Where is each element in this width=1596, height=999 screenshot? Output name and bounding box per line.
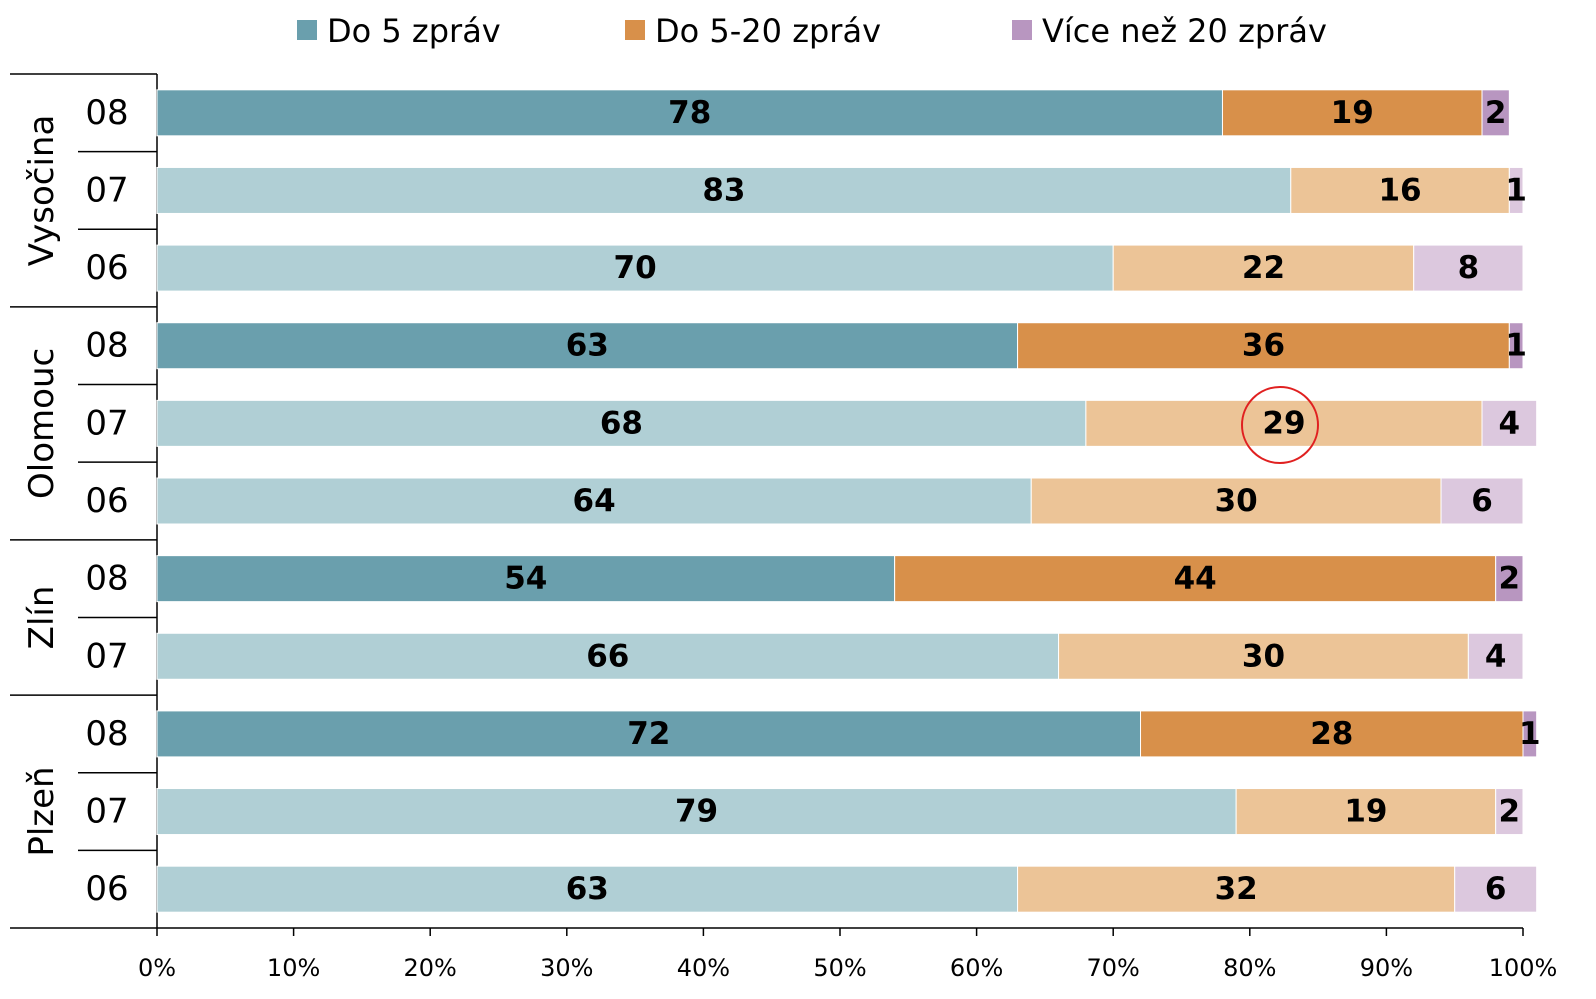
bar-segment [1017, 322, 1510, 370]
data-label: 19 [1331, 95, 1374, 131]
bar-segment [156, 477, 1032, 525]
x-tick-label: 50% [813, 954, 866, 982]
data-label: 68 [600, 405, 643, 441]
category-label: 07 [85, 403, 128, 443]
data-label: 64 [573, 483, 616, 519]
data-label: 54 [504, 561, 547, 597]
x-tick-label: 20% [404, 954, 457, 982]
data-label: 63 [566, 328, 609, 364]
data-label: 78 [668, 95, 711, 131]
bar-segment [1454, 865, 1538, 913]
data-label: 19 [1344, 794, 1387, 830]
group-label: Zlín [22, 586, 62, 650]
data-label: 70 [614, 250, 657, 286]
data-label: 22 [1242, 250, 1285, 286]
x-tick-label: 30% [540, 954, 593, 982]
category-label: 08 [85, 559, 128, 599]
data-label: 1 [1519, 716, 1541, 752]
group-label: Plzeň [22, 766, 62, 856]
category-label: 07 [85, 170, 128, 210]
x-tick-label: 70% [1087, 954, 1140, 982]
highlight-circle [1241, 386, 1319, 464]
bar-segment [1495, 788, 1524, 836]
bar-segment [1508, 322, 1524, 370]
bar-segment [1440, 477, 1524, 525]
group-label: Olomouc [22, 348, 62, 499]
category-label: 08 [85, 714, 128, 754]
data-label: 66 [586, 638, 629, 674]
legend-swatch [625, 20, 645, 40]
data-label: 4 [1485, 638, 1507, 674]
category-label: 08 [85, 326, 128, 366]
x-tick-label: 90% [1360, 954, 1413, 982]
data-label: 2 [1499, 561, 1521, 597]
bar-segment [1495, 555, 1524, 603]
data-label: 72 [627, 716, 670, 752]
data-label: 83 [702, 172, 745, 208]
data-label: 36 [1242, 328, 1285, 364]
category-label: 06 [85, 869, 128, 909]
data-label: 6 [1471, 483, 1493, 519]
category-label: 07 [85, 792, 128, 832]
data-label: 2 [1499, 794, 1521, 830]
bar-segment [1235, 788, 1497, 836]
data-label: 1 [1505, 172, 1527, 208]
data-label: 1 [1505, 328, 1527, 364]
bar-segment [156, 89, 1223, 137]
bar-segment [1030, 477, 1442, 525]
category-label: 07 [85, 636, 128, 676]
data-label: 16 [1378, 172, 1421, 208]
bar-segment [156, 788, 1237, 836]
legend-swatch [1012, 20, 1032, 40]
bar-segment [156, 555, 896, 603]
bar-segment [1413, 244, 1524, 292]
bar-segment [156, 865, 1019, 913]
bar-segment [156, 632, 1060, 680]
bar-segment [1522, 710, 1538, 758]
x-tick-label: 0% [138, 954, 176, 982]
data-label: 6 [1485, 871, 1507, 907]
bar-segment [1221, 89, 1483, 137]
group-label: Vysočina [22, 115, 62, 267]
data-label: 32 [1215, 871, 1258, 907]
bar-segment [1085, 399, 1483, 447]
data-label: 28 [1310, 716, 1353, 752]
bar-segment [1140, 710, 1524, 758]
legend-label: Více než 20 zpráv [1042, 12, 1327, 50]
x-tick-label: 80% [1223, 954, 1276, 982]
legend-swatch [297, 20, 317, 40]
x-tick-label: 10% [267, 954, 320, 982]
data-label: 8 [1458, 250, 1480, 286]
bar-segment [1481, 89, 1510, 137]
bar-segment [1112, 244, 1415, 292]
bar-segment [1467, 632, 1524, 680]
category-label: 08 [85, 93, 128, 133]
category-label: 06 [85, 248, 128, 288]
bar-segment [156, 710, 1142, 758]
data-label: 30 [1215, 483, 1258, 519]
legend-label: Do 5-20 zpráv [655, 12, 881, 50]
bar-segment [894, 555, 1497, 603]
x-tick-label: 40% [677, 954, 730, 982]
data-label: 29 [1262, 405, 1305, 441]
bar-segment [1481, 399, 1538, 447]
data-label: 2 [1485, 95, 1507, 131]
bar-segment [156, 244, 1114, 292]
category-label: 06 [85, 481, 128, 521]
data-label: 30 [1242, 638, 1285, 674]
bar-segment [1508, 166, 1524, 214]
legend-label: Do 5 zpráv [327, 12, 501, 50]
bar-segment [1017, 865, 1456, 913]
bar-segment [156, 166, 1292, 214]
data-label: 4 [1499, 405, 1521, 441]
x-tick-label: 60% [950, 954, 1003, 982]
data-label: 79 [675, 794, 718, 830]
x-tick-label: 100% [1489, 954, 1558, 982]
data-label: 44 [1174, 561, 1217, 597]
data-label: 63 [566, 871, 609, 907]
bar-segment [1058, 632, 1469, 680]
bar-segment [156, 322, 1019, 370]
